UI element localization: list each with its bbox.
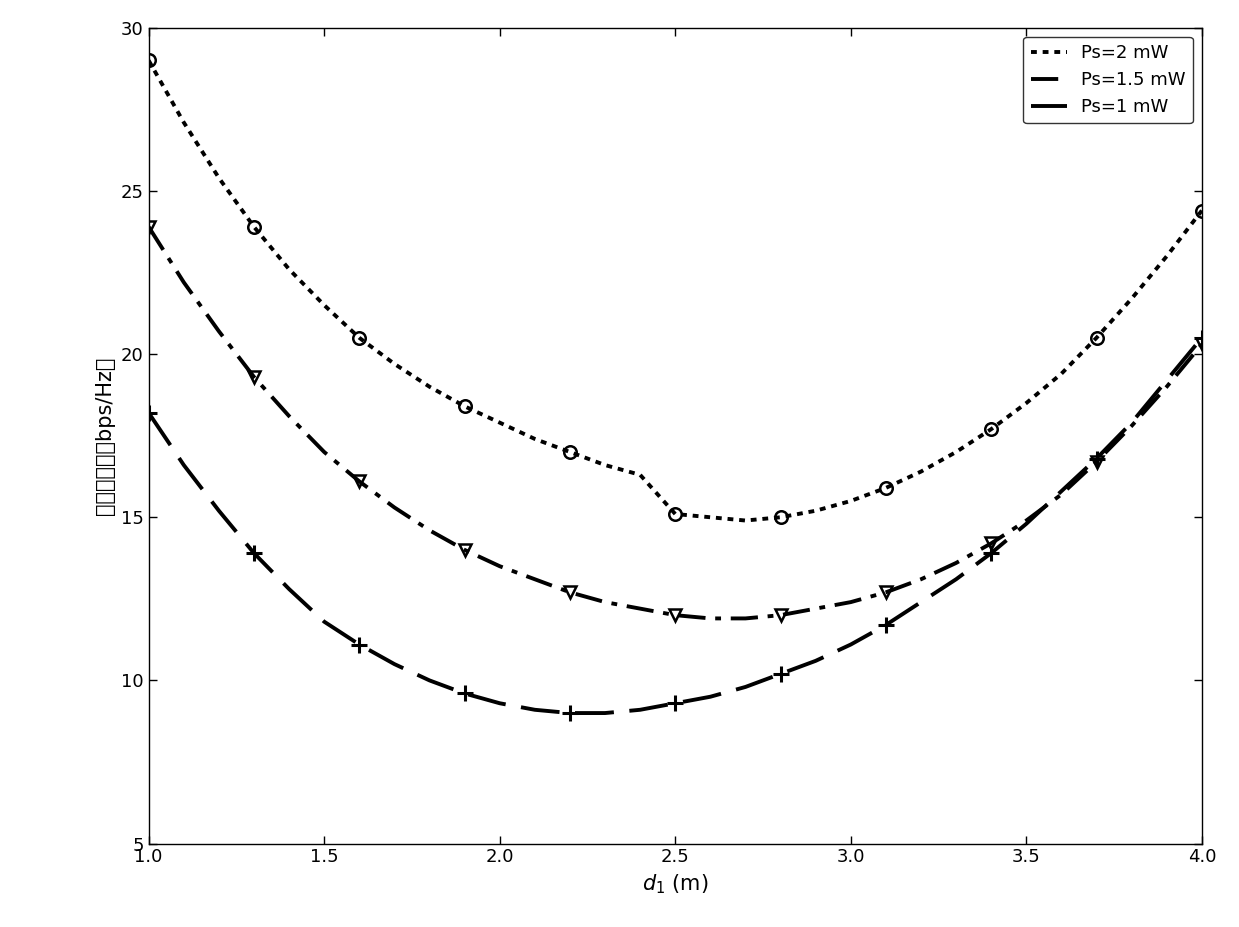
X-axis label: $d_1$ (m): $d_1$ (m) (642, 872, 709, 895)
Legend: Ps=2 mW, Ps=1.5 mW, Ps=1 mW: Ps=2 mW, Ps=1.5 mW, Ps=1 mW (1023, 37, 1193, 123)
Y-axis label: 信息总速率（bps/Hz）: 信息总速率（bps/Hz） (95, 357, 115, 514)
